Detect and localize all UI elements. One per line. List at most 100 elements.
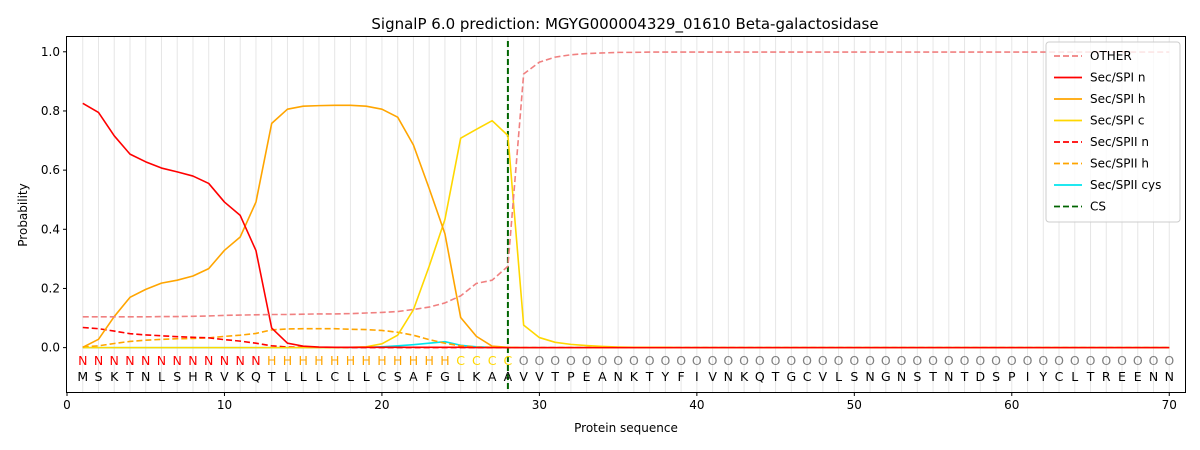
prediction-letter: O bbox=[802, 353, 812, 368]
prediction-letter: O bbox=[912, 353, 922, 368]
prediction-letter: O bbox=[960, 353, 970, 368]
y-axis: 0.0 0.2 0.4 0.6 0.8 1.0 bbox=[41, 45, 67, 355]
sequence-letter: T bbox=[771, 369, 780, 384]
prediction-letter: N bbox=[94, 353, 103, 368]
series-line-sec-spi-c bbox=[82, 119, 1170, 349]
prediction-letter: O bbox=[834, 353, 844, 368]
sequence-letter: V bbox=[819, 369, 828, 384]
prediction-letter: H bbox=[393, 353, 402, 368]
sequence-letter: K bbox=[110, 369, 119, 384]
sequence-letter: T bbox=[125, 369, 134, 384]
sequence-letter: C bbox=[1055, 369, 1064, 384]
sequence-letter: N bbox=[724, 369, 733, 384]
prediction-letter: O bbox=[1023, 353, 1033, 368]
sequence-letter: G bbox=[440, 369, 450, 384]
sequence-letter: T bbox=[960, 369, 969, 384]
sequence-letter: A bbox=[409, 369, 418, 384]
prediction-letter: O bbox=[1149, 353, 1159, 368]
prediction-letter: O bbox=[645, 353, 655, 368]
sequence-letter: E bbox=[583, 369, 591, 384]
prediction-letter: N bbox=[78, 353, 87, 368]
prediction-letter: O bbox=[755, 353, 765, 368]
sequence-letter: T bbox=[267, 369, 276, 384]
sequence-letter: P bbox=[567, 369, 575, 384]
prediction-letter: N bbox=[173, 353, 182, 368]
prediction-letter: N bbox=[125, 353, 134, 368]
prediction-letter: N bbox=[220, 353, 229, 368]
prediction-letter: O bbox=[566, 353, 576, 368]
sequence-letter: C bbox=[330, 369, 339, 384]
sequence-letter: N bbox=[944, 369, 953, 384]
y-tick-label: 0.4 bbox=[41, 222, 60, 236]
prediction-letter: O bbox=[1164, 353, 1174, 368]
plot-frame bbox=[66, 36, 1186, 393]
sequence-letter: T bbox=[645, 369, 654, 384]
prediction-letter: C bbox=[488, 353, 497, 368]
x-tick-label: 50 bbox=[847, 398, 862, 412]
sequence-letter: A bbox=[504, 369, 513, 384]
sequence-letter: S bbox=[95, 369, 103, 384]
sequence-letter: G bbox=[881, 369, 891, 384]
y-tick-label: 0.2 bbox=[41, 281, 60, 295]
sequence-letter: L bbox=[284, 369, 291, 384]
prediction-letter: O bbox=[534, 353, 544, 368]
prediction-letter: O bbox=[629, 353, 639, 368]
sequence-letter: I bbox=[1026, 369, 1030, 384]
prediction-letter: O bbox=[550, 353, 560, 368]
sequence-letter: L bbox=[347, 369, 354, 384]
sequence-letter: H bbox=[188, 369, 197, 384]
legend-entry: Sec/SPII cys bbox=[1090, 178, 1161, 192]
sequence-letter: K bbox=[740, 369, 749, 384]
chart-title: SignalP 6.0 prediction: MGYG000004329_01… bbox=[371, 15, 878, 34]
sequence-letter: K bbox=[630, 369, 639, 384]
prediction-letter: O bbox=[991, 353, 1001, 368]
sequence-letter: N bbox=[865, 369, 874, 384]
sequence-letter: Q bbox=[755, 369, 765, 384]
prediction-letter: H bbox=[424, 353, 433, 368]
sequence-letter: E bbox=[1134, 369, 1142, 384]
sequence-letter: Y bbox=[661, 369, 670, 384]
sequence-letter: L bbox=[300, 369, 307, 384]
prediction-letter: N bbox=[204, 353, 213, 368]
sequence-letter: N bbox=[141, 369, 150, 384]
prediction-letter: O bbox=[723, 353, 733, 368]
prediction-letter: O bbox=[944, 353, 954, 368]
prediction-letter: H bbox=[298, 353, 307, 368]
legend-entry: Sec/SPII n bbox=[1090, 135, 1149, 149]
prediction-letter: O bbox=[865, 353, 875, 368]
sequence-letter: Q bbox=[251, 369, 261, 384]
prediction-letter: O bbox=[613, 353, 623, 368]
plot-lines bbox=[82, 41, 1170, 392]
sequence-letter: V bbox=[519, 369, 528, 384]
sequence-letter: S bbox=[173, 369, 181, 384]
prediction-letter: N bbox=[251, 353, 260, 368]
sequence-letter: A bbox=[598, 369, 607, 384]
series-line-sec-spii-h bbox=[82, 327, 1170, 349]
sequence-letter: P bbox=[1008, 369, 1016, 384]
prediction-letter: H bbox=[361, 353, 370, 368]
sequence-letter: S bbox=[394, 369, 402, 384]
prediction-letter: O bbox=[1101, 353, 1111, 368]
sequence-letter: N bbox=[1165, 369, 1174, 384]
sequence-letter: D bbox=[975, 369, 985, 384]
sequence-letter: F bbox=[678, 369, 685, 384]
sequence-letter: R bbox=[204, 369, 213, 384]
y-tick-label: 0.8 bbox=[41, 104, 60, 118]
prediction-letter: O bbox=[676, 353, 686, 368]
sequence-letter: T bbox=[1086, 369, 1095, 384]
sequence-letter: T bbox=[928, 369, 937, 384]
sequence-letter: L bbox=[835, 369, 842, 384]
x-axis: 0 10 20 30 40 50 60 70 bbox=[63, 392, 1177, 412]
legend-entry: Sec/SPII h bbox=[1090, 157, 1149, 171]
prediction-letter: O bbox=[1086, 353, 1096, 368]
prediction-letter: O bbox=[881, 353, 891, 368]
sequence-letter: N bbox=[897, 369, 906, 384]
sequence-letter: V bbox=[535, 369, 544, 384]
prediction-letter: C bbox=[504, 353, 513, 368]
sequence-letter: R bbox=[1102, 369, 1111, 384]
prediction-letter: N bbox=[188, 353, 197, 368]
prediction-letter: N bbox=[157, 353, 166, 368]
legend-box bbox=[1045, 41, 1181, 223]
